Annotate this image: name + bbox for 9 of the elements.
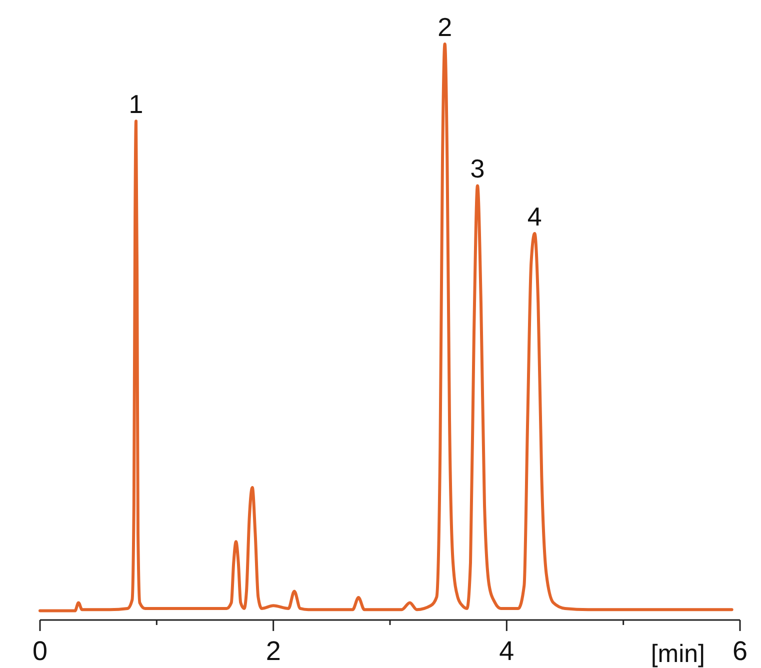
x-tick-label: 0 [32, 636, 48, 666]
x-axis-title: [min] [650, 640, 705, 668]
x-tick-label: 4 [499, 636, 514, 666]
annotation: 1 [128, 89, 144, 120]
annotation: 4 [527, 202, 542, 232]
x-tick-label: 2 [266, 636, 281, 666]
annotation: 3 [470, 154, 485, 184]
x-tick-label: 6 [732, 636, 748, 666]
annotation: 2 [438, 12, 452, 42]
